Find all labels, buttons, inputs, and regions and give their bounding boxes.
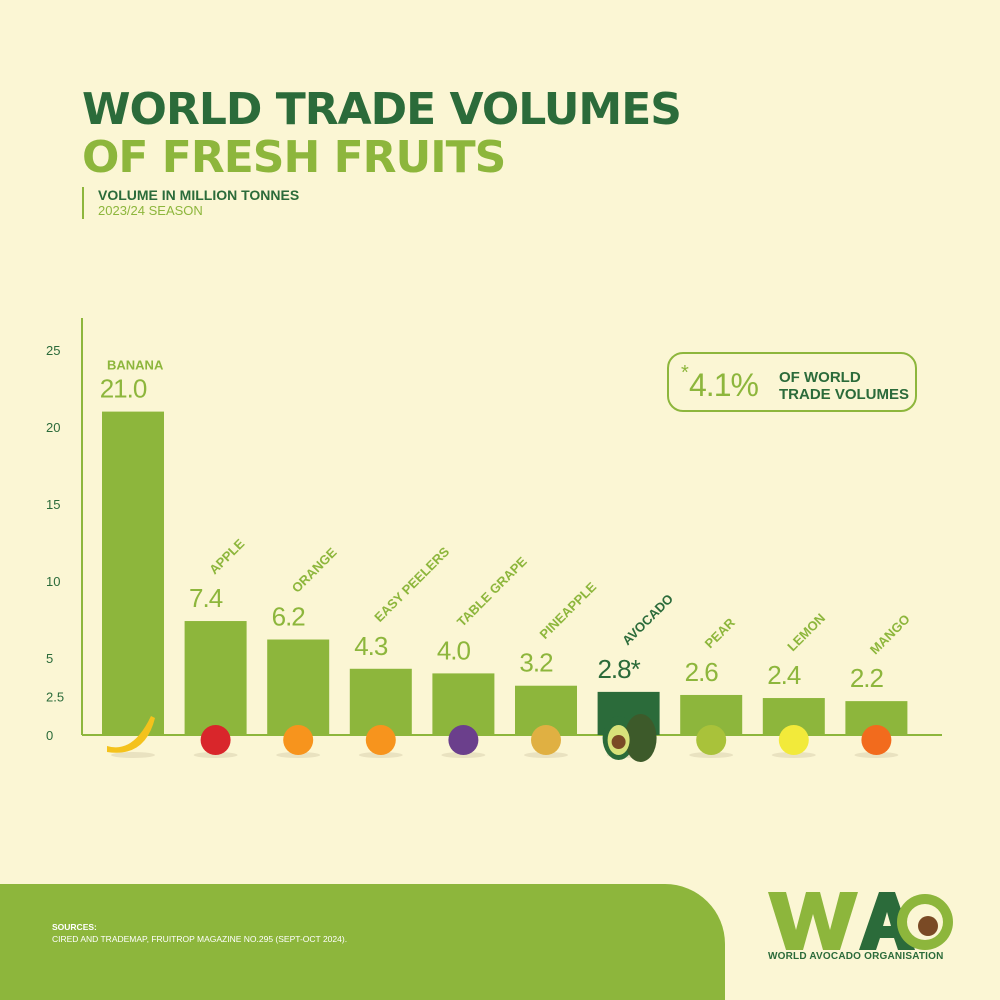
category-label: EASY PEELERS [371, 544, 452, 625]
orange-icon [283, 725, 314, 755]
value-label: 3.2 [519, 648, 553, 678]
pear-icon [696, 725, 727, 755]
easy-peelers-icon [365, 725, 396, 755]
chart-title: WORLD TRADE VOLUMES OF FRESH FRUITS [82, 84, 682, 183]
subtitle-season: 2023/24 SEASON [98, 203, 203, 218]
subtitle: VOLUME IN MILLION TONNES 2023/24 SEASON [82, 187, 299, 219]
sources-heading: SOURCES: [52, 922, 97, 932]
category-label: LEMON [784, 610, 828, 654]
value-label: 4.0 [437, 635, 471, 665]
y-tick-label: 10 [46, 574, 60, 589]
y-tick-label: 2.5 [46, 690, 64, 705]
y-tick-label: 20 [46, 420, 60, 435]
value-label: 2.2 [850, 663, 884, 693]
grape-icon [448, 725, 479, 755]
pineapple-icon [531, 725, 561, 755]
value-label: 4.3 [354, 631, 388, 661]
bar [349, 668, 412, 735]
callout-text: OF WORLD TRADE VOLUMES [779, 369, 909, 403]
logo-w-mark [768, 892, 858, 950]
y-tick-label: 5 [46, 651, 53, 666]
footer-band [0, 884, 725, 1000]
lemon-icon [778, 725, 809, 755]
value-label: 2.8* [597, 654, 640, 684]
avocado-seed-icon [611, 735, 626, 749]
title-line-2: OF FRESH FRUITS [82, 132, 506, 183]
category-label: BANANA [107, 358, 164, 373]
value-label: 21.0 [100, 374, 147, 404]
category-label: TABLE GRAPE [454, 553, 530, 629]
callout-text-line-2: TRADE VOLUMES [779, 386, 910, 403]
wao-logo [768, 892, 953, 950]
title-line-1: WORLD TRADE VOLUMES [82, 84, 682, 135]
category-label: APPLE [206, 536, 247, 577]
category-label: AVOCADO [619, 591, 676, 648]
value-label: 2.4 [767, 660, 801, 690]
category-label: PINEAPPLE [537, 579, 600, 642]
bar [184, 621, 247, 735]
value-label: 2.6 [685, 657, 719, 687]
subtitle-unit: VOLUME IN MILLION TONNES [98, 187, 300, 203]
apple-icon [200, 725, 231, 755]
y-tick-label: 15 [46, 497, 60, 512]
avocado-whole-icon [624, 714, 657, 762]
y-tick-label: 0 [46, 728, 53, 743]
callout-percent: 4.1% [689, 367, 759, 403]
category-label: MANGO [867, 611, 913, 657]
sources-text: CIRED AND TRADEMAP, FRUITROP MAGAZINE NO… [52, 934, 348, 944]
callout-asterisk: * [681, 362, 689, 384]
avocado-share-callout: * 4.1% OF WORLD TRADE VOLUMES [667, 352, 917, 412]
logo-text: WORLD AVOCADO ORGANISATION [768, 951, 944, 962]
value-label: 6.2 [272, 602, 306, 632]
mango-icon [861, 725, 892, 755]
bar [432, 673, 495, 735]
callout-text-line-1: OF WORLD [779, 369, 861, 386]
value-label: 7.4 [189, 583, 223, 613]
category-label: ORANGE [289, 544, 340, 595]
fruit-shadow [111, 752, 155, 758]
bar [267, 639, 330, 735]
banana-icon [107, 716, 155, 753]
bar [102, 411, 164, 735]
category-label: PEAR [702, 615, 739, 652]
y-tick-label: 25 [46, 343, 60, 358]
logo-avocado-seed [918, 916, 938, 936]
